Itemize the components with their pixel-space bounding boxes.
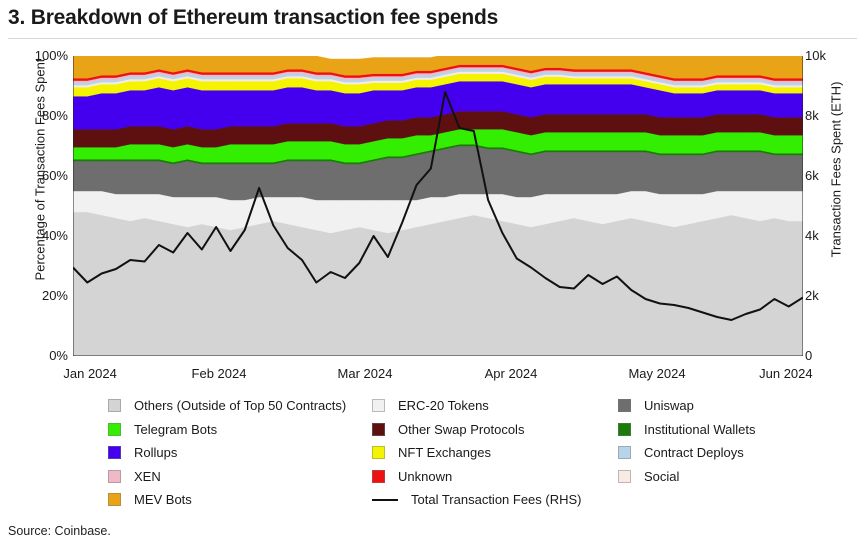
x-axis-tick: May 2024	[628, 366, 686, 381]
x-axis-tick: Mar 2024	[337, 366, 393, 381]
legend-label: Uniswap	[644, 398, 694, 414]
right-axis-tick: 8k	[805, 108, 819, 123]
x-axis-tick: Feb 2024	[191, 366, 247, 381]
legend-label: Unknown	[398, 468, 453, 484]
left-axis-tick: 80%	[41, 108, 68, 123]
legend-label: Others (Outside of Top 50 Contracts)	[134, 398, 347, 414]
chart-container: Percentage of Transaction Fees Spent Tra…	[0, 44, 865, 381]
x-axis-tick: Apr 2024	[484, 366, 538, 381]
legend-color-swatch	[108, 469, 121, 483]
right-axis-tick: 4k	[805, 228, 819, 243]
legend-color-swatch	[108, 446, 121, 460]
stacked-area-svg	[73, 56, 803, 356]
left-axis-tick: 40%	[41, 228, 68, 243]
legend-label: XEN	[134, 468, 161, 484]
legend-item[interactable]: MEV Bots	[108, 488, 346, 512]
area-band	[73, 56, 803, 79]
legend-item[interactable]: ERC-20 Tokens	[372, 394, 582, 418]
legend-label: MEV Bots	[134, 492, 192, 508]
legend-color-swatch	[618, 422, 631, 436]
left-axis-tick: 100%	[34, 48, 68, 63]
legend-label: Rollups	[134, 445, 178, 461]
legend-color-swatch	[108, 422, 121, 436]
legend-column-1: Others (Outside of Top 50 Contracts) Tele…	[108, 394, 346, 512]
legend-label: Other Swap Protocols	[398, 421, 525, 437]
total-fees-line	[73, 91, 803, 321]
left-axis-tick: 20%	[41, 288, 68, 303]
legend-column-2: ERC-20 Tokens Other Swap Protocols NFT Exc…	[372, 394, 582, 512]
legend-line-icon	[372, 493, 398, 506]
area-band	[73, 211, 803, 356]
right-axis-tick: 2k	[805, 288, 819, 303]
legend-label: Contract Deploys	[644, 445, 744, 461]
legend-item[interactable]: Contract Deploys	[618, 441, 756, 465]
header-divider	[8, 38, 857, 39]
legend-item[interactable]: NFT Exchanges	[372, 441, 582, 465]
right-axis-tick: 10k	[805, 48, 826, 63]
legend-color-swatch	[618, 446, 631, 460]
right-axis-ticks: 0 2k 4k 6k 8k 10k	[805, 44, 851, 364]
left-axis-ticks: 0% 20% 40% 60% 80% 100%	[22, 44, 68, 364]
x-axis-tick: Jan 2024	[63, 366, 117, 381]
legend-color-swatch	[372, 399, 385, 413]
left-axis-tick: 60%	[41, 168, 68, 183]
legend-color-swatch	[372, 446, 385, 460]
right-axis-tick: 6k	[805, 168, 819, 183]
page-title: 3. Breakdown of Ethereum transaction fee…	[8, 6, 499, 29]
legend-color-swatch	[618, 399, 631, 413]
legend-item[interactable]: Social	[618, 465, 756, 489]
x-axis-tick: Jun 2024	[759, 366, 813, 381]
legend-item[interactable]: Rollups	[108, 441, 346, 465]
legend-column-3: Uniswap Institutional Wallets Contract Dep…	[618, 394, 756, 488]
legend-item[interactable]: Total Transaction Fees (RHS)	[372, 488, 582, 512]
legend-label: Social	[644, 468, 680, 484]
left-axis-tick: 0%	[49, 348, 68, 363]
legend-color-swatch	[372, 422, 385, 436]
legend-label: NFT Exchanges	[398, 445, 491, 461]
legend-item[interactable]: XEN	[108, 465, 346, 489]
source-note: Source: Coinbase.	[8, 524, 111, 538]
legend-item[interactable]: Others (Outside of Top 50 Contracts)	[108, 394, 346, 418]
legend-label: ERC-20 Tokens	[398, 398, 489, 414]
legend-color-swatch	[618, 469, 631, 483]
legend-item[interactable]: Institutional Wallets	[618, 418, 756, 442]
legend-label: Institutional Wallets	[644, 421, 756, 437]
plot-area	[73, 56, 803, 356]
legend-item[interactable]: Uniswap	[618, 394, 756, 418]
legend-label: Telegram Bots	[134, 421, 218, 437]
legend-label: Total Transaction Fees (RHS)	[411, 492, 582, 508]
legend-color-swatch	[372, 469, 385, 483]
legend-item[interactable]: Telegram Bots	[108, 418, 346, 442]
legend-color-swatch	[108, 493, 121, 507]
legend-item[interactable]: Other Swap Protocols	[372, 418, 582, 442]
right-axis-tick: 0	[805, 348, 813, 363]
x-axis-ticks: Jan 2024 Feb 2024 Mar 2024 Apr 2024 May 2024…	[63, 360, 812, 386]
legend-color-swatch	[108, 399, 121, 413]
legend-item[interactable]: Unknown	[372, 465, 582, 489]
